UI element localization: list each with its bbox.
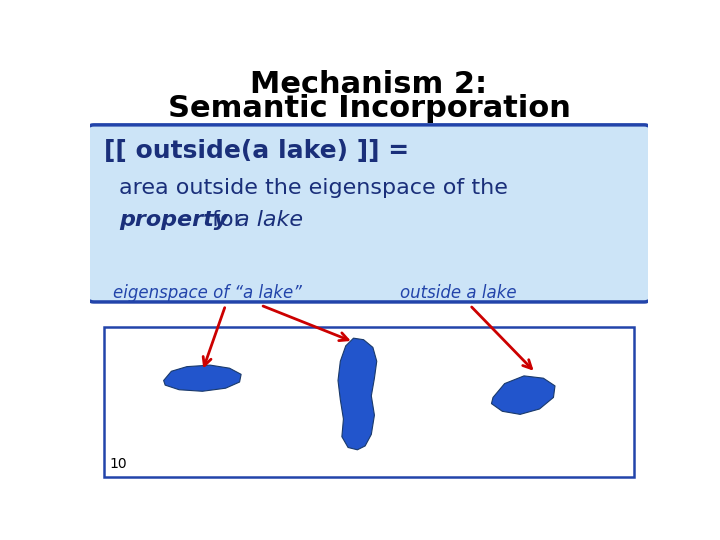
Polygon shape [492, 376, 555, 414]
Polygon shape [338, 338, 377, 450]
FancyBboxPatch shape [104, 327, 634, 477]
Text: Semantic Incorporation: Semantic Incorporation [168, 94, 570, 123]
Text: eigenspace of “a lake”: eigenspace of “a lake” [113, 284, 302, 302]
FancyBboxPatch shape [86, 125, 652, 302]
Polygon shape [163, 365, 241, 392]
Text: outside a lake: outside a lake [400, 284, 517, 302]
Text: a lake: a lake [235, 211, 303, 231]
Text: area outside the eigenspace of the: area outside the eigenspace of the [120, 178, 508, 198]
Text: 10: 10 [109, 457, 127, 471]
Text: for: for [204, 211, 250, 231]
Text: [[ outside(a lake) ]] =: [[ outside(a lake) ]] = [104, 139, 409, 163]
Text: Mechanism 2:: Mechanism 2: [251, 70, 487, 98]
Text: property: property [120, 211, 229, 231]
